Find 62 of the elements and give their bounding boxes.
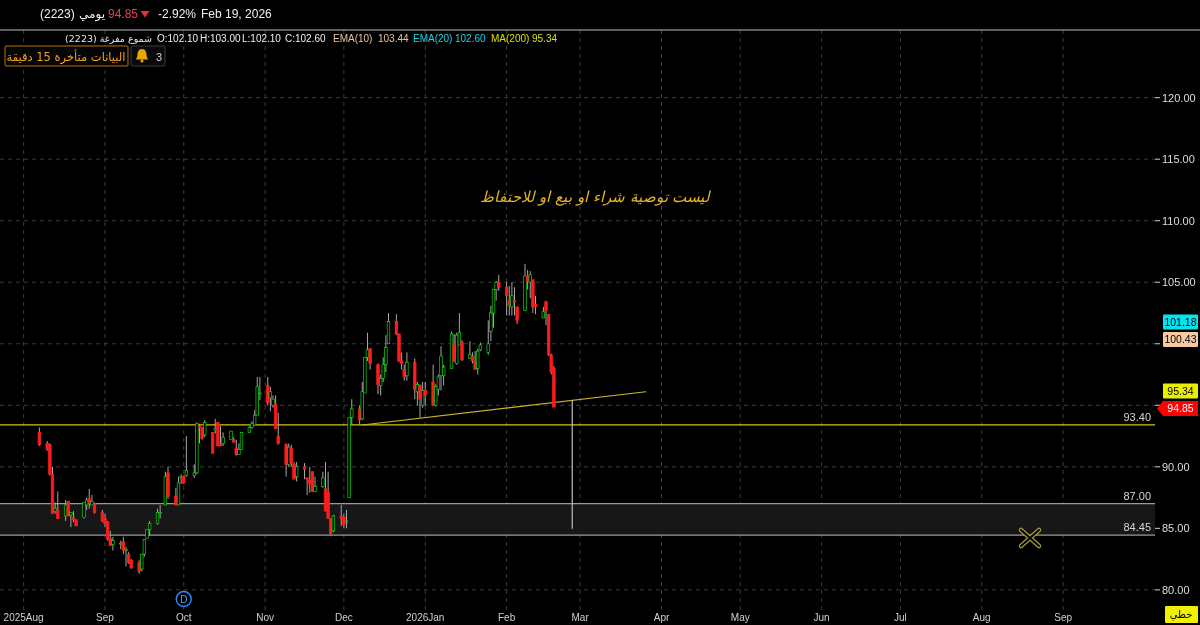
- x-tick-label: Oct: [175, 612, 192, 623]
- x-tick-label: 2025Aug: [3, 612, 44, 623]
- candlestick: [218, 425, 223, 447]
- annotation: MA(200): [491, 33, 530, 44]
- annotation: H:103.00: [200, 33, 242, 44]
- candlestick: [313, 476, 317, 492]
- x-tick-label: Feb: [498, 612, 516, 623]
- candlestick: [476, 348, 480, 376]
- y-tick-label: 85.00: [1162, 522, 1190, 535]
- candlestick: [37, 426, 42, 447]
- ref-line-label: 87.00: [1123, 489, 1151, 502]
- y-tick-label: 80.00: [1162, 583, 1190, 596]
- x-tick-label: Jun: [813, 612, 830, 623]
- ref-line-label: 84.45: [1123, 521, 1151, 534]
- candlestick: [507, 285, 511, 316]
- candlestick: [468, 340, 472, 360]
- x-tick-label: May: [730, 612, 750, 623]
- y-tick-label: 105.00: [1162, 276, 1196, 289]
- y-tick-label: 90.00: [1162, 460, 1190, 473]
- annotation: EMA(20): [413, 33, 453, 44]
- x-tick-label: 2026Jan: [406, 612, 445, 623]
- y-tick-label: 120.00: [1162, 91, 1196, 104]
- candlestick: [431, 364, 435, 406]
- annotation: L:102.10: [242, 33, 282, 44]
- x-tick-label: Nov: [256, 612, 275, 623]
- x-tick-label: Mar: [571, 612, 590, 623]
- text: خطي: [1169, 609, 1193, 621]
- text: Feb 19, 2026: [201, 7, 273, 21]
- annotation: ليست توصية شراء او بيع او للاحتفاظ: [479, 188, 713, 206]
- annotation: C:102.60: [285, 33, 327, 44]
- x-tick-label: Sep: [1054, 612, 1073, 623]
- candlestick: [423, 381, 427, 406]
- candlestick: [504, 281, 509, 316]
- text: 94.85: [1167, 402, 1194, 415]
- annotation: 103.44: [378, 33, 410, 44]
- ref-line-label: 93.40: [1123, 410, 1151, 423]
- annotation: 3: [156, 51, 163, 63]
- x-tick-label: Dec: [334, 612, 353, 623]
- candlestick: [166, 466, 170, 500]
- annotation: EMA(10): [333, 33, 373, 44]
- x-tick-label: Aug: [972, 612, 991, 623]
- candlestick: [460, 339, 464, 362]
- candlestick: [376, 362, 380, 395]
- annotation: شموع مفرغة (2223): [65, 33, 153, 44]
- annotation: O:102.10: [157, 33, 199, 44]
- x-tick-label: Jul: [893, 612, 907, 623]
- annotation: 95.34: [532, 33, 558, 44]
- x-tick-label: Apr: [653, 612, 670, 623]
- text: -2.92%: [158, 7, 197, 21]
- y-tick-label: 115.00: [1162, 153, 1195, 166]
- candlestick: [439, 345, 443, 392]
- chart-title: (2223): [40, 7, 75, 21]
- x-tick-label: Sep: [96, 612, 115, 623]
- text: 95.34: [1167, 384, 1194, 397]
- text: 94.85: [108, 7, 139, 21]
- candlestick: [284, 442, 288, 478]
- candlestick: [510, 281, 514, 316]
- annotation: D: [180, 593, 188, 605]
- chart-subtitle: يومي: [79, 7, 105, 22]
- candlestick: [452, 333, 456, 363]
- annotation: 102.60: [455, 33, 487, 44]
- y-tick-label: 110.00: [1162, 214, 1195, 227]
